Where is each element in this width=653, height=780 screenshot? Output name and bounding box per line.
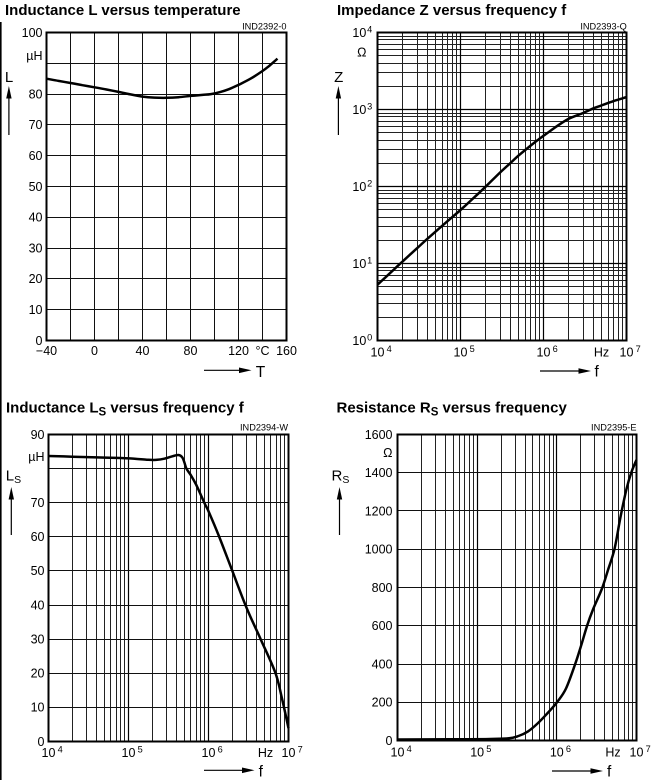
svg-text:0: 0 [36, 334, 43, 348]
svg-text:4: 4 [367, 24, 372, 34]
svg-text:f: f [259, 764, 264, 780]
svg-text:10: 10 [371, 346, 385, 360]
svg-text:40: 40 [31, 598, 45, 612]
svg-text:IND2394-W: IND2394-W [240, 423, 288, 433]
svg-text:90: 90 [31, 428, 45, 442]
svg-text:1200: 1200 [365, 504, 393, 518]
svg-text:10: 10 [42, 746, 56, 760]
svg-text:40: 40 [29, 211, 43, 225]
svg-text:10: 10 [122, 746, 136, 760]
svg-text:30: 30 [29, 241, 43, 255]
svg-text:60: 60 [29, 149, 43, 163]
svg-text:10: 10 [29, 303, 43, 317]
svg-text:6: 6 [553, 344, 558, 354]
svg-text:400: 400 [372, 657, 393, 671]
svg-text:10: 10 [352, 257, 366, 271]
svg-text:Hz: Hz [605, 746, 620, 760]
svg-text:−40: −40 [36, 344, 57, 358]
svg-text:10: 10 [352, 103, 366, 117]
svg-text:5: 5 [486, 744, 491, 754]
svg-text:Ω: Ω [383, 446, 392, 460]
svg-text:f: f [607, 764, 612, 780]
svg-text:600: 600 [372, 619, 393, 633]
svg-text:10: 10 [352, 26, 366, 40]
svg-text:160: 160 [276, 344, 297, 358]
svg-text:IND2393-Q: IND2393-Q [580, 22, 626, 32]
svg-text:5: 5 [470, 344, 475, 354]
svg-text:Inductance LS versus frequency: Inductance LS versus frequency f [6, 400, 245, 419]
svg-text:3: 3 [367, 101, 372, 111]
svg-text:800: 800 [372, 581, 393, 595]
svg-text:80: 80 [29, 87, 43, 101]
svg-text:0: 0 [386, 734, 393, 748]
svg-text:Z: Z [334, 69, 343, 86]
svg-text:50: 50 [31, 564, 45, 578]
svg-text:6: 6 [218, 745, 223, 755]
svg-text:Impedance Z versus frequency f: Impedance Z versus frequency f [337, 2, 567, 19]
svg-text:10: 10 [202, 746, 216, 760]
svg-text:10: 10 [537, 346, 551, 360]
svg-text:10: 10 [31, 701, 45, 715]
svg-text:120: 120 [228, 344, 249, 358]
svg-text:10: 10 [352, 180, 366, 194]
svg-text:1000: 1000 [365, 543, 393, 557]
svg-text:f: f [595, 364, 600, 381]
svg-text:7: 7 [646, 744, 651, 754]
svg-text:T: T [256, 364, 266, 381]
svg-text:50: 50 [29, 180, 43, 194]
svg-text:80: 80 [184, 344, 198, 358]
svg-text:µH: µH [26, 49, 42, 63]
svg-text:Hz: Hz [258, 746, 273, 760]
svg-text:Ω: Ω [357, 46, 366, 60]
svg-text:20: 20 [31, 667, 45, 681]
svg-text:10: 10 [620, 346, 634, 360]
svg-text:°C: °C [255, 344, 269, 358]
svg-text:7: 7 [298, 745, 303, 755]
svg-text:IND2392-0: IND2392-0 [242, 22, 286, 32]
svg-text:IND2395-E: IND2395-E [591, 423, 636, 433]
svg-text:40: 40 [136, 344, 150, 358]
svg-text:4: 4 [407, 744, 412, 754]
svg-text:0: 0 [38, 735, 45, 749]
svg-text:70: 70 [31, 496, 45, 510]
svg-text:1400: 1400 [365, 466, 393, 480]
svg-text:10: 10 [282, 746, 296, 760]
svg-text:Inductance L versus temperatur: Inductance L versus temperature [5, 2, 241, 19]
svg-text:100: 100 [22, 26, 43, 40]
svg-text:10: 10 [470, 746, 484, 760]
svg-text:0: 0 [367, 332, 372, 342]
svg-text:1600: 1600 [365, 428, 393, 442]
svg-text:Hz: Hz [594, 346, 609, 360]
svg-text:µH: µH [28, 450, 44, 464]
svg-text:20: 20 [29, 272, 43, 286]
svg-text:10: 10 [630, 746, 644, 760]
svg-text:200: 200 [372, 696, 393, 710]
svg-text:Resistance RS versus frequency: Resistance RS versus frequency [337, 400, 568, 419]
svg-text:70: 70 [29, 118, 43, 132]
svg-text:10: 10 [550, 746, 564, 760]
svg-text:1: 1 [367, 255, 372, 265]
svg-text:10: 10 [352, 334, 366, 348]
svg-text:7: 7 [636, 344, 641, 354]
svg-text:5: 5 [138, 745, 143, 755]
svg-text:60: 60 [31, 530, 45, 544]
svg-text:6: 6 [566, 744, 571, 754]
svg-text:L: L [5, 69, 13, 86]
svg-text:10: 10 [391, 746, 405, 760]
svg-text:2: 2 [367, 178, 372, 188]
svg-text:30: 30 [31, 633, 45, 647]
svg-text:10: 10 [454, 346, 468, 360]
svg-text:0: 0 [91, 344, 98, 358]
svg-text:4: 4 [387, 344, 392, 354]
svg-text:4: 4 [58, 745, 63, 755]
